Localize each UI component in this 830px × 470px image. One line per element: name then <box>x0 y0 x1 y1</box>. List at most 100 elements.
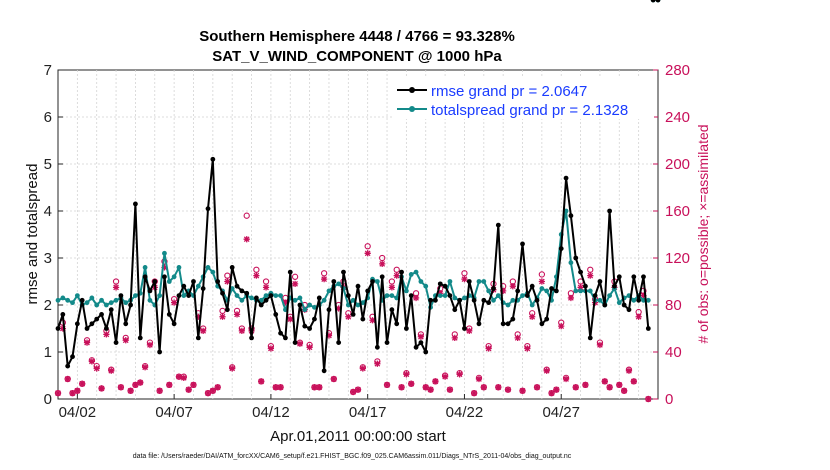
spread-point <box>607 293 613 298</box>
rmse-point <box>399 269 404 275</box>
legend-rmse-marker <box>409 87 415 93</box>
obs-possible-marker <box>112 278 120 285</box>
obs-assimilated-marker <box>645 395 652 403</box>
obs-assimilated-marker <box>296 340 304 347</box>
rmse-point <box>544 316 550 322</box>
chart-title: Southern Hemisphere 4448 / 4766 = 93.328… <box>199 28 515 45</box>
obs-possible-marker <box>262 278 270 285</box>
y-axis-label: rmse and totalspread <box>24 164 41 305</box>
rmse-point <box>384 340 390 345</box>
obs-assimilated-marker <box>350 388 357 396</box>
obs-assimilated-marker <box>137 379 144 386</box>
obs-assimilated-marker <box>272 384 279 391</box>
rmse-point <box>220 290 225 296</box>
spread-point <box>99 297 104 303</box>
rmse-point <box>331 279 337 284</box>
rmse-point <box>558 246 564 252</box>
obs-assimilated-marker <box>379 260 386 267</box>
obs-assimilated-marker <box>112 284 120 291</box>
obs-possible-marker <box>320 270 328 277</box>
rmse-point <box>428 297 433 303</box>
spread-point <box>447 279 453 284</box>
spread-point <box>205 265 211 270</box>
rmse-point <box>239 288 245 294</box>
spread-point <box>389 293 395 298</box>
obs-assimilated-marker <box>412 294 420 302</box>
spread-point <box>495 293 501 298</box>
spread-point <box>239 297 245 303</box>
rmse-point <box>191 279 196 284</box>
rmse-point <box>389 307 395 313</box>
obs-assimilated-marker <box>403 371 410 378</box>
rmse-point <box>123 321 129 327</box>
legend-box <box>392 77 654 119</box>
axis-ticks <box>58 69 658 400</box>
rmse-point <box>253 295 259 301</box>
spread-point <box>89 295 95 301</box>
rmse-point <box>103 326 109 331</box>
spread-point <box>355 302 361 308</box>
rmse-point <box>510 316 516 322</box>
rmse-point <box>118 293 124 298</box>
legend: rmse grand pr = 2.0647 totalspread grand… <box>392 77 654 119</box>
obs-assimilated-marker <box>185 386 192 393</box>
obs-assimilated-marker <box>59 325 66 332</box>
rmse-point <box>94 316 100 322</box>
obs-assimilated-marker <box>93 365 100 372</box>
rmse-point <box>133 201 138 207</box>
spread-point <box>336 281 342 287</box>
rmse-point <box>471 297 477 303</box>
obs-possible-marker <box>291 273 299 280</box>
obs-possible-marker <box>224 272 231 279</box>
rmse-point <box>515 288 521 294</box>
rmse-point <box>229 265 235 270</box>
spread-point <box>384 293 390 298</box>
rmse-point <box>413 344 419 350</box>
y2-tick-label: 40 <box>665 344 682 361</box>
rmse-point <box>152 279 158 284</box>
obs-assimilated-marker <box>466 327 473 334</box>
obs-assimilated-marker <box>538 278 545 285</box>
rmse-point <box>534 297 540 303</box>
obs-assimilated-marker <box>451 334 458 342</box>
obs-count-markers <box>54 212 652 403</box>
obs-assimilated-marker <box>74 387 81 394</box>
obs-assimilated-marker <box>141 364 149 371</box>
spread-point <box>578 288 583 294</box>
spread-point <box>645 297 651 303</box>
spread-point <box>70 300 75 306</box>
obs-assimilated-marker <box>54 390 62 397</box>
obs-assimilated-marker <box>335 305 342 312</box>
legend-rmse-label: rmse grand pr = 2.0647 <box>431 83 587 100</box>
obs-assimilated-marker <box>98 385 105 392</box>
spread-point <box>108 300 114 306</box>
spread-point <box>374 279 380 284</box>
rmse-point <box>408 293 414 298</box>
obs-assimilated-marker <box>388 284 395 291</box>
obs-assimilated-marker <box>146 341 154 349</box>
obs-assimilated-marker <box>524 345 531 352</box>
spread-point <box>350 297 356 303</box>
obs-assimilated-marker <box>175 373 183 380</box>
rmse-point <box>592 293 598 298</box>
rmse-point <box>650 0 656 3</box>
rmse-point <box>466 279 472 284</box>
obs-assimilated-marker <box>258 378 265 385</box>
obs-assimilated-marker <box>514 334 521 342</box>
rmse-point <box>491 286 496 291</box>
rmse-point <box>205 206 211 212</box>
obs-assimilated-marker <box>200 327 207 334</box>
rmse-point <box>379 274 385 280</box>
spread-point <box>292 297 298 303</box>
obs-assimilated-marker <box>558 323 565 330</box>
rmse-point <box>99 312 104 317</box>
obs-assimilated-marker <box>640 292 647 299</box>
rmse-point <box>481 297 487 303</box>
y-tick-label: 0 <box>44 391 52 408</box>
spread-point <box>258 297 264 303</box>
obs-assimilated-marker <box>161 264 168 271</box>
y-tick-label: 3 <box>44 250 52 267</box>
spread-point <box>113 297 119 303</box>
spread-point <box>520 293 525 298</box>
obs-assimilated-marker <box>485 345 492 352</box>
